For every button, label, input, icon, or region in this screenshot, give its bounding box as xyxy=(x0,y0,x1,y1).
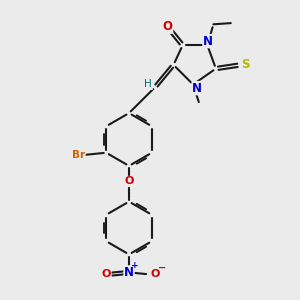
Text: N: N xyxy=(203,34,213,48)
Text: +: + xyxy=(131,261,139,270)
Text: N: N xyxy=(192,82,202,94)
Text: H: H xyxy=(144,80,152,89)
Text: O: O xyxy=(151,268,160,279)
Text: N: N xyxy=(124,266,134,279)
Text: O: O xyxy=(163,20,172,33)
Text: Br: Br xyxy=(72,150,85,160)
Text: S: S xyxy=(242,58,250,71)
Text: O: O xyxy=(124,176,134,187)
Text: −: − xyxy=(158,262,166,273)
Text: O: O xyxy=(101,269,111,279)
